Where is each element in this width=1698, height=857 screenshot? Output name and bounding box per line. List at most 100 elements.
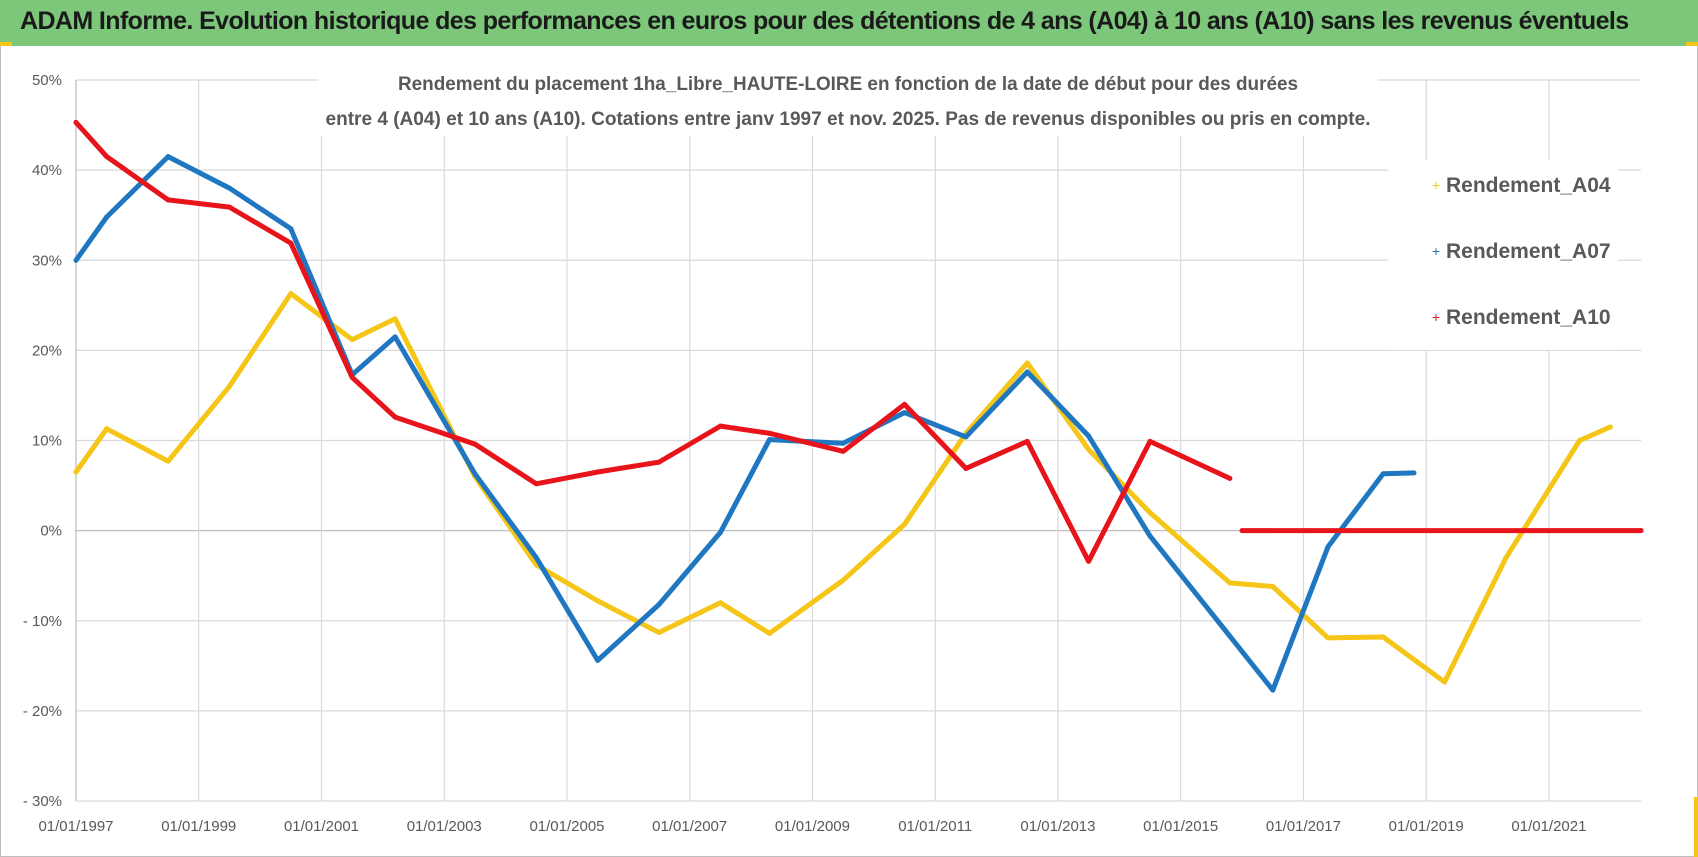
data-point: [902, 401, 908, 407]
y-tick-label: 20%: [32, 342, 62, 359]
data-point: [392, 316, 398, 322]
data-point: [1147, 438, 1153, 444]
x-tick-label: 01/01/2003: [407, 818, 482, 835]
y-tick-label: - 20%: [23, 703, 62, 720]
data-point: [1147, 510, 1153, 516]
data-point: [1577, 438, 1583, 443]
data-point: [288, 226, 294, 232]
data-point: [1227, 580, 1233, 586]
chart-title-line: Rendement du placement 1ha_Libre_HAUTE-L…: [398, 74, 1298, 95]
x-tick-label: 01/01/2005: [529, 818, 604, 835]
series-line-rendement_a07: [73, 154, 1417, 693]
data-point: [717, 423, 723, 429]
data-point: [595, 469, 601, 475]
data-point: [963, 434, 969, 440]
data-point: [1442, 679, 1448, 685]
y-tick-label: 50%: [32, 72, 62, 89]
x-tick-label: 01/01/2011: [898, 818, 972, 835]
data-point: [1024, 438, 1030, 444]
x-tick-label: 01/01/2015: [1143, 818, 1218, 835]
data-point: [840, 448, 846, 454]
data-point: [1380, 634, 1386, 640]
legend-background: [1388, 160, 1618, 350]
data-point: [1411, 470, 1417, 476]
page-title: ADAM Informe. Evolution historique des p…: [20, 7, 1629, 35]
data-point: [1086, 558, 1092, 564]
data-point: [595, 598, 601, 604]
data-point: [1239, 528, 1245, 534]
corner-accent-top-right: [1686, 42, 1698, 46]
data-point: [902, 410, 908, 416]
x-tick-label: 01/01/2009: [775, 818, 850, 835]
data-point: [104, 154, 110, 160]
data-point: [1227, 475, 1233, 481]
x-tick-label: 01/01/2021: [1511, 818, 1586, 835]
data-point: [472, 471, 478, 477]
chart-title-line: entre 4 (A04) et 10 ans (A10). Cotations…: [326, 109, 1371, 130]
data-point: [1503, 555, 1509, 561]
data-point: [656, 629, 662, 635]
data-point: [288, 291, 294, 297]
data-point: [767, 630, 773, 636]
data-point: [1638, 528, 1644, 534]
x-tick-label: 01/01/2019: [1389, 818, 1464, 835]
legend-marker: +: [1432, 309, 1440, 325]
data-point: [1227, 633, 1233, 639]
data-point: [226, 204, 232, 210]
x-tick-label: 01/01/2001: [284, 818, 359, 835]
data-point: [165, 458, 171, 464]
data-point: [165, 154, 171, 160]
data-point: [73, 257, 79, 263]
legend: + Rendement_A04 + Rendement_A07 + Rendement_A…: [1388, 160, 1618, 350]
data-point: [1325, 544, 1331, 550]
data-point: [840, 440, 846, 446]
chart-title-background: [318, 66, 1378, 136]
data-point: [104, 214, 110, 220]
chart-title-area: Rendement du placement 1ha_Libre_HAUTE-L…: [318, 66, 1378, 136]
data-point: [349, 337, 355, 343]
data-point: [104, 426, 110, 432]
data-point: [717, 529, 723, 535]
data-point: [1270, 584, 1276, 590]
legend-entry: Rendement_A04: [1446, 174, 1611, 197]
legend-marker: +: [1432, 177, 1440, 193]
corner-accent-top-left: [0, 42, 12, 46]
grid-layer: [75, 79, 1641, 802]
data-point: [1380, 471, 1386, 477]
data-point: [392, 414, 398, 420]
data-point: [1270, 687, 1276, 693]
data-point: [1024, 369, 1030, 375]
x-tick-label: 01/01/2007: [652, 818, 727, 835]
legend-marker: +: [1432, 243, 1440, 259]
y-tick-label: - 30%: [23, 793, 62, 810]
series-line-rendement_a10: [73, 119, 1233, 564]
data-point: [767, 430, 773, 436]
legend-entry: Rendement_A07: [1446, 240, 1611, 263]
data-point: [1325, 635, 1331, 641]
data-point: [656, 459, 662, 465]
header-bar: ADAM Informe. Evolution historique des p…: [0, 0, 1698, 46]
data-point: [392, 334, 398, 340]
axis-layer: 50% 40% 30% 20% 10% 0% - 10% - 20% - 30% 01/01/19…: [23, 72, 1587, 835]
x-tick-label: 01/01/2017: [1266, 818, 1341, 835]
data-point: [533, 555, 539, 561]
data-point: [226, 185, 232, 191]
data-point: [1086, 447, 1092, 453]
data-point: [767, 437, 773, 443]
data-point: [1147, 533, 1153, 539]
data-point: [533, 481, 539, 487]
data-point: [1024, 360, 1030, 366]
y-tick-label: 0%: [40, 523, 62, 540]
data-point: [349, 374, 355, 380]
data-point: [165, 197, 171, 203]
y-tick-label: 40%: [32, 162, 62, 179]
x-tick-label: 01/01/1997: [38, 818, 113, 835]
data-point: [472, 441, 478, 447]
series-line-rendement_a04: [73, 291, 1613, 685]
data-point: [902, 521, 908, 527]
series-layer: [73, 119, 1644, 693]
data-point: [656, 602, 662, 608]
data-point: [226, 383, 232, 389]
data-point: [963, 465, 969, 471]
